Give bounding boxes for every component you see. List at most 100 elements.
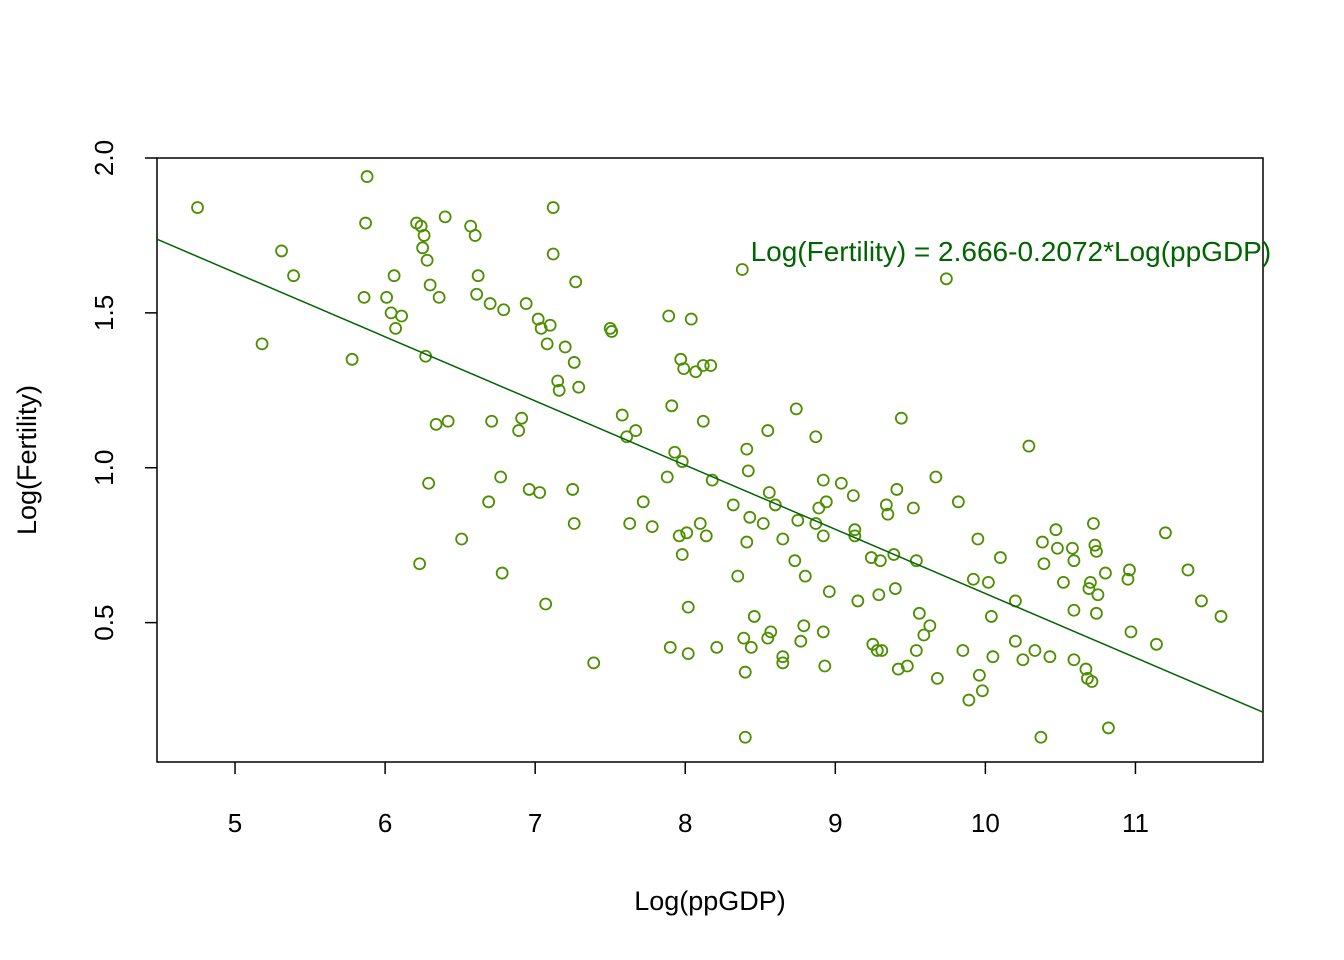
data-point <box>971 532 985 546</box>
data-point <box>389 321 403 335</box>
data-point <box>662 309 676 323</box>
data-point <box>1088 538 1102 552</box>
data-point <box>675 548 689 561</box>
data-point <box>794 634 808 648</box>
data-point <box>540 337 554 351</box>
data-point <box>359 216 372 230</box>
data-point <box>689 365 703 379</box>
data-point <box>888 582 902 595</box>
data-point <box>879 498 893 512</box>
data-point <box>636 495 650 509</box>
data-point <box>912 606 926 620</box>
data-point <box>681 600 695 614</box>
data-point <box>665 399 679 413</box>
data-point <box>629 424 643 437</box>
data-point <box>1034 730 1048 744</box>
data-point <box>744 640 758 654</box>
data-point <box>846 489 860 503</box>
x-tick-label: 11 <box>1122 808 1149 838</box>
data-point <box>680 526 694 540</box>
data-point <box>909 644 923 657</box>
data-point <box>956 644 970 657</box>
data-point <box>696 359 710 372</box>
data-point <box>1123 563 1136 577</box>
data-point <box>975 684 989 698</box>
data-point <box>515 411 529 425</box>
data-point <box>551 374 565 388</box>
data-point <box>788 554 802 568</box>
data-point <box>704 359 718 372</box>
data-point <box>1085 675 1099 688</box>
data-point <box>681 647 695 660</box>
data-point <box>1036 535 1049 549</box>
data-point <box>468 229 482 242</box>
data-point <box>620 430 634 444</box>
data-point <box>710 640 724 654</box>
data-point <box>789 402 803 416</box>
data-point <box>1195 594 1208 608</box>
data-points <box>191 170 1228 744</box>
data-point <box>567 356 581 369</box>
data-point <box>663 640 677 654</box>
x-tick-label: 5 <box>228 808 242 838</box>
data-point <box>1082 582 1096 595</box>
data-point <box>432 290 446 304</box>
data-point <box>416 241 430 255</box>
data-point <box>522 483 536 496</box>
data-point <box>776 532 790 546</box>
data-point <box>287 269 300 283</box>
data-point <box>1214 610 1228 623</box>
data-point <box>705 473 719 487</box>
data-point <box>762 486 776 499</box>
data-point <box>917 628 931 642</box>
data-point <box>906 501 920 515</box>
data-point <box>693 517 707 530</box>
data-point <box>519 297 533 310</box>
data-point <box>543 318 557 332</box>
data-point <box>677 362 691 376</box>
data-point <box>894 411 908 425</box>
data-point <box>660 470 674 484</box>
data-point <box>764 625 778 639</box>
data-point <box>887 548 901 561</box>
x-tick-label: 8 <box>678 808 692 838</box>
data-point <box>360 170 374 183</box>
data-point <box>923 619 937 633</box>
data-point <box>761 631 775 645</box>
data-point <box>384 306 398 320</box>
data-point <box>834 476 848 490</box>
data-point <box>482 495 496 509</box>
data-point <box>413 557 427 571</box>
data-point <box>743 510 757 524</box>
data-point <box>420 253 434 267</box>
data-point <box>1087 517 1100 530</box>
data-point <box>909 554 923 568</box>
data-point <box>546 247 560 261</box>
data-point <box>822 585 836 599</box>
data-point <box>512 424 526 437</box>
data-point <box>1028 644 1042 657</box>
data-point <box>1150 637 1163 651</box>
data-point <box>684 312 698 326</box>
data-point <box>726 498 740 512</box>
x-tick-label: 9 <box>828 808 842 838</box>
data-point <box>776 650 790 664</box>
data-point <box>761 424 775 437</box>
data-point <box>470 287 484 301</box>
data-point <box>539 597 553 611</box>
y-axis: 0.5 1.0 1.5 2.0 <box>89 140 157 641</box>
data-point <box>1090 544 1103 558</box>
data-point <box>485 414 499 428</box>
data-point <box>816 473 830 487</box>
data-point <box>816 625 830 639</box>
x-tick-label: 10 <box>971 808 1000 838</box>
data-point <box>848 523 862 537</box>
data-point <box>1084 575 1097 589</box>
data-point <box>1057 575 1070 589</box>
data-point <box>816 529 830 543</box>
data-point <box>699 529 713 543</box>
data-point <box>972 668 986 682</box>
data-point <box>546 201 560 214</box>
data-point <box>483 297 497 310</box>
